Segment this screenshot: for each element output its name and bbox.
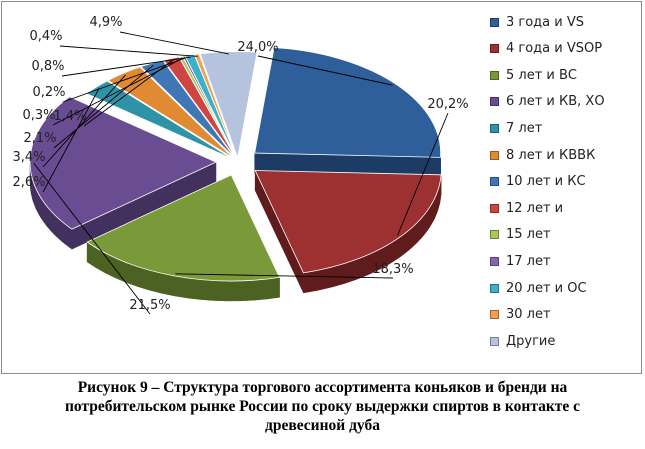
data-label: 20,2%: [427, 97, 468, 112]
legend-item: 15 лет: [490, 225, 551, 245]
legend-item: 20 лет и ОС: [490, 278, 587, 298]
legend-swatch: [490, 283, 499, 293]
legend-label: 6 лет и КВ, ХО: [506, 94, 605, 110]
legend-label: Другие: [506, 333, 556, 349]
legend-swatch: [490, 123, 499, 133]
pie-slice-6: [107, 66, 235, 159]
data-label: 2,6%: [12, 175, 45, 190]
pie-chart: 24,0%20,2%18,3%21,5%2,6%3,4%2,1%1,4%0,3%…: [12, 15, 469, 315]
legend-swatch: [490, 230, 499, 240]
legend-label: 10 лет и КС: [506, 174, 586, 190]
data-label: 21,5%: [129, 298, 170, 313]
legend-swatch: [490, 336, 499, 346]
legend-label: 3 года и VS: [506, 14, 584, 30]
legend-label: 30 лет: [506, 307, 551, 323]
legend-label: 15 лет: [506, 227, 551, 243]
legend-swatch: [490, 70, 499, 80]
leader-line: [397, 112, 449, 236]
legend-label: 4 года и VSOP: [506, 41, 603, 57]
data-label: 4,9%: [89, 15, 122, 30]
leader-line: [62, 57, 186, 103]
chart-frame: 24,0%20,2%18,3%21,5%2,6%3,4%2,1%1,4%0,3%…: [1, 1, 642, 374]
legend-item: 3 года и VS: [490, 12, 584, 32]
legend-label: 5 лет и ВС: [506, 67, 577, 83]
legend-label: 20 лет и ОС: [506, 280, 587, 296]
data-label: 2,1%: [23, 131, 56, 146]
data-label: 24,0%: [237, 40, 278, 55]
pie-slice-1: [254, 47, 442, 158]
legend-label: 12 лет и: [506, 200, 564, 216]
leader-line: [52, 58, 183, 126]
legend-swatch: [490, 44, 499, 54]
legend-item: 4 года и VSOP: [490, 39, 602, 59]
data-label: 3,4%: [12, 150, 45, 165]
pie-slices: [29, 47, 442, 282]
data-label: 0,2%: [32, 85, 65, 100]
legend-swatch: [490, 203, 499, 213]
caption-line-3: древесиной дуба: [265, 417, 380, 434]
data-labels: 24,0%20,2%18,3%21,5%2,6%3,4%2,1%1,4%0,3%…: [12, 15, 469, 315]
legend-item: 30 лет: [490, 305, 551, 325]
leader-line: [119, 31, 229, 55]
legend-item: 5 лет и ВС: [490, 65, 577, 85]
legend-item: 6 лет и КВ, ХО: [490, 92, 605, 112]
pie-slice-13: [199, 51, 258, 160]
legend-item: 7 лет: [490, 118, 542, 138]
legend-swatch: [490, 256, 499, 266]
data-label: 0,4%: [29, 29, 62, 44]
legend-swatch: [490, 17, 499, 27]
pie-slice-12: [193, 53, 237, 158]
pie-slice-2: [254, 170, 442, 274]
figure-caption: Рисунок 9 – Структура торгового ассортим…: [0, 378, 645, 435]
leader-line: [42, 74, 126, 168]
caption-line-2: потребительском рынке России по сроку вы…: [64, 398, 581, 415]
legend-swatch: [490, 177, 499, 187]
leader-line: [257, 55, 393, 86]
data-label: 0,8%: [31, 59, 64, 74]
legend-swatch: [490, 310, 499, 320]
legend-item: 10 лет и КС: [490, 172, 586, 192]
legend-item: 17 лет: [490, 251, 551, 271]
data-label: 0,3%: [22, 108, 55, 123]
leader-line: [33, 162, 151, 315]
data-label: 18,3%: [372, 262, 413, 277]
legend-label: 7 лет: [506, 120, 543, 136]
legend-label: 8 лет и КВВК: [506, 147, 596, 163]
legend-item: 8 лет и КВВК: [490, 145, 595, 165]
leader-line: [61, 56, 191, 77]
leader-line: [59, 45, 198, 57]
legend-label: 17 лет: [506, 253, 551, 269]
legend-swatch: [490, 97, 499, 107]
leader-line: [53, 64, 154, 149]
caption-line-1: Рисунок 9 – Структура торгового ассортим…: [77, 379, 568, 396]
legend-item: Другие: [490, 331, 555, 351]
leader-line: [175, 273, 394, 279]
legend-item: 12 лет и: [490, 198, 563, 218]
legend-swatch: [490, 150, 499, 160]
